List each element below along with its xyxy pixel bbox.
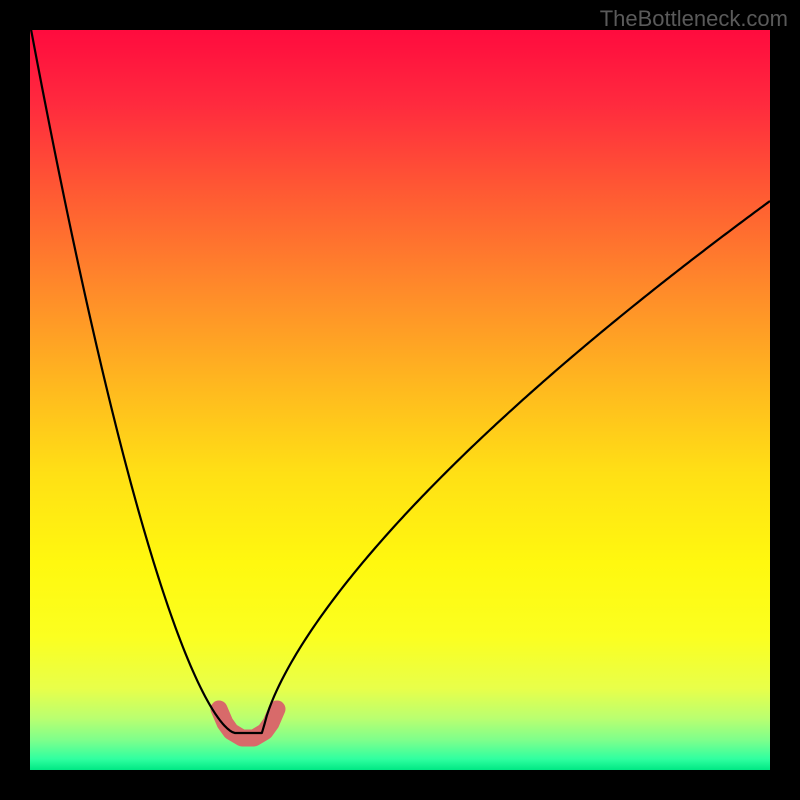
plot-background	[30, 30, 770, 770]
watermark-text: TheBottleneck.com	[600, 6, 788, 32]
chart-container: TheBottleneck.com	[0, 0, 800, 800]
bottleneck-chart	[0, 0, 800, 800]
